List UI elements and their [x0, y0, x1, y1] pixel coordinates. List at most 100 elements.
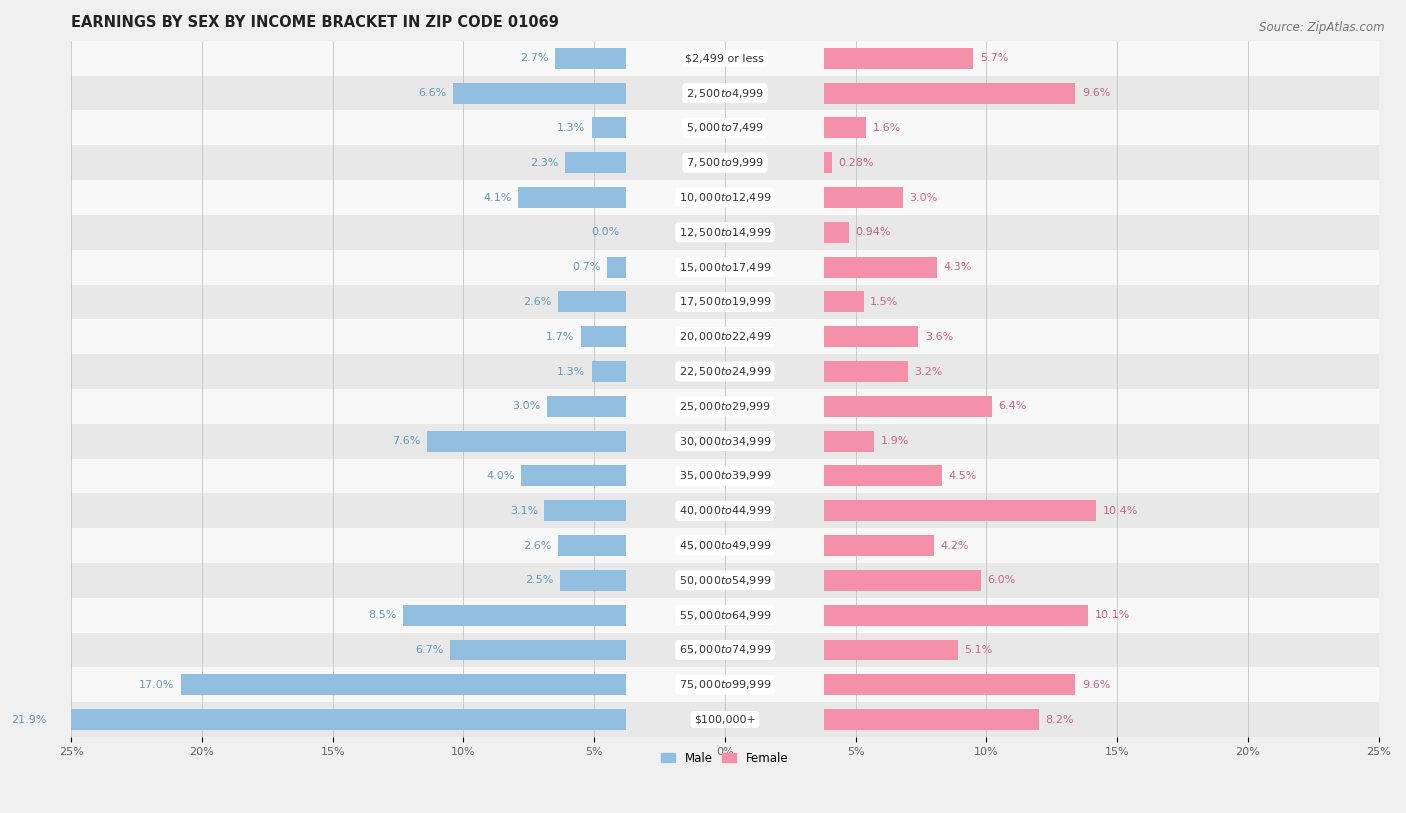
- Bar: [824, 292, 863, 312]
- Bar: [72, 354, 1379, 389]
- Bar: [72, 111, 1379, 146]
- Text: 1.7%: 1.7%: [546, 332, 575, 341]
- Text: 1.6%: 1.6%: [873, 123, 901, 133]
- Text: 1.9%: 1.9%: [880, 436, 908, 446]
- Bar: [181, 674, 626, 695]
- Text: 0.7%: 0.7%: [572, 262, 600, 272]
- Bar: [453, 83, 626, 103]
- Text: 5.7%: 5.7%: [980, 54, 1008, 63]
- Text: 4.2%: 4.2%: [941, 541, 969, 550]
- Text: 2.6%: 2.6%: [523, 297, 551, 307]
- Bar: [72, 180, 1379, 215]
- Text: $2,499 or less: $2,499 or less: [686, 54, 765, 63]
- Bar: [565, 152, 626, 173]
- Bar: [72, 320, 1379, 354]
- Bar: [824, 709, 1039, 730]
- Bar: [592, 361, 626, 382]
- Text: 1.3%: 1.3%: [557, 123, 585, 133]
- Text: 2.7%: 2.7%: [520, 54, 548, 63]
- Bar: [72, 215, 1379, 250]
- Bar: [547, 396, 626, 417]
- Bar: [824, 326, 918, 347]
- Bar: [824, 187, 903, 208]
- Text: 2.6%: 2.6%: [523, 541, 551, 550]
- Bar: [72, 563, 1379, 598]
- Bar: [450, 640, 626, 660]
- Text: 2.3%: 2.3%: [530, 158, 558, 167]
- Bar: [72, 667, 1379, 702]
- Text: 3.0%: 3.0%: [512, 402, 540, 411]
- Bar: [72, 41, 1379, 76]
- Bar: [824, 535, 934, 556]
- Text: $10,000 to $12,499: $10,000 to $12,499: [679, 191, 770, 204]
- Text: 9.6%: 9.6%: [1081, 88, 1111, 98]
- Text: $12,500 to $14,999: $12,500 to $14,999: [679, 226, 770, 239]
- Text: $20,000 to $22,499: $20,000 to $22,499: [679, 330, 770, 343]
- Bar: [824, 83, 1076, 103]
- Text: 9.6%: 9.6%: [1081, 680, 1111, 689]
- Bar: [824, 500, 1097, 521]
- Text: $55,000 to $64,999: $55,000 to $64,999: [679, 609, 770, 622]
- Bar: [519, 187, 626, 208]
- Text: $15,000 to $17,499: $15,000 to $17,499: [679, 261, 770, 274]
- Bar: [824, 396, 991, 417]
- Bar: [555, 48, 626, 69]
- Text: EARNINGS BY SEX BY INCOME BRACKET IN ZIP CODE 01069: EARNINGS BY SEX BY INCOME BRACKET IN ZIP…: [72, 15, 560, 30]
- Bar: [824, 570, 981, 591]
- Bar: [72, 285, 1379, 320]
- Bar: [558, 292, 626, 312]
- Bar: [824, 152, 831, 173]
- Text: 10.1%: 10.1%: [1095, 610, 1130, 620]
- Bar: [560, 570, 626, 591]
- Bar: [558, 535, 626, 556]
- Text: 0.94%: 0.94%: [855, 228, 891, 237]
- Text: 6.6%: 6.6%: [418, 88, 447, 98]
- Text: 5.1%: 5.1%: [965, 645, 993, 655]
- Text: 2.5%: 2.5%: [526, 576, 554, 585]
- Text: 4.0%: 4.0%: [486, 471, 515, 481]
- Text: 4.5%: 4.5%: [949, 471, 977, 481]
- Bar: [824, 222, 849, 243]
- Text: $35,000 to $39,999: $35,000 to $39,999: [679, 469, 770, 482]
- Text: 8.2%: 8.2%: [1045, 715, 1074, 724]
- Text: 0.0%: 0.0%: [591, 228, 619, 237]
- Text: 10.4%: 10.4%: [1102, 506, 1137, 515]
- Bar: [427, 431, 626, 451]
- Text: $40,000 to $44,999: $40,000 to $44,999: [679, 504, 770, 517]
- Text: $22,500 to $24,999: $22,500 to $24,999: [679, 365, 770, 378]
- Bar: [72, 633, 1379, 667]
- Text: 3.6%: 3.6%: [925, 332, 953, 341]
- Text: $45,000 to $49,999: $45,000 to $49,999: [679, 539, 770, 552]
- Text: 6.4%: 6.4%: [998, 402, 1026, 411]
- Text: $30,000 to $34,999: $30,000 to $34,999: [679, 435, 770, 448]
- Bar: [72, 528, 1379, 563]
- Bar: [72, 389, 1379, 424]
- Bar: [824, 361, 908, 382]
- Text: $100,000+: $100,000+: [695, 715, 756, 724]
- Bar: [72, 146, 1379, 180]
- Bar: [72, 250, 1379, 285]
- Text: 3.1%: 3.1%: [510, 506, 538, 515]
- Text: 1.5%: 1.5%: [870, 297, 898, 307]
- Bar: [824, 466, 942, 486]
- Bar: [72, 702, 1379, 737]
- Text: $65,000 to $74,999: $65,000 to $74,999: [679, 643, 770, 656]
- Text: 6.7%: 6.7%: [415, 645, 444, 655]
- Bar: [824, 117, 866, 138]
- Legend: Male, Female: Male, Female: [657, 747, 793, 769]
- Text: $25,000 to $29,999: $25,000 to $29,999: [679, 400, 770, 413]
- Bar: [824, 431, 875, 451]
- Text: 1.3%: 1.3%: [557, 367, 585, 376]
- Text: $5,000 to $7,499: $5,000 to $7,499: [686, 121, 763, 134]
- Bar: [544, 500, 626, 521]
- Text: 21.9%: 21.9%: [11, 715, 46, 724]
- Text: 0.28%: 0.28%: [838, 158, 873, 167]
- Bar: [72, 424, 1379, 459]
- Text: 4.1%: 4.1%: [484, 193, 512, 202]
- Bar: [72, 493, 1379, 528]
- Text: 6.0%: 6.0%: [987, 576, 1017, 585]
- Text: $7,500 to $9,999: $7,500 to $9,999: [686, 156, 763, 169]
- Bar: [824, 674, 1076, 695]
- Bar: [72, 459, 1379, 493]
- Bar: [581, 326, 626, 347]
